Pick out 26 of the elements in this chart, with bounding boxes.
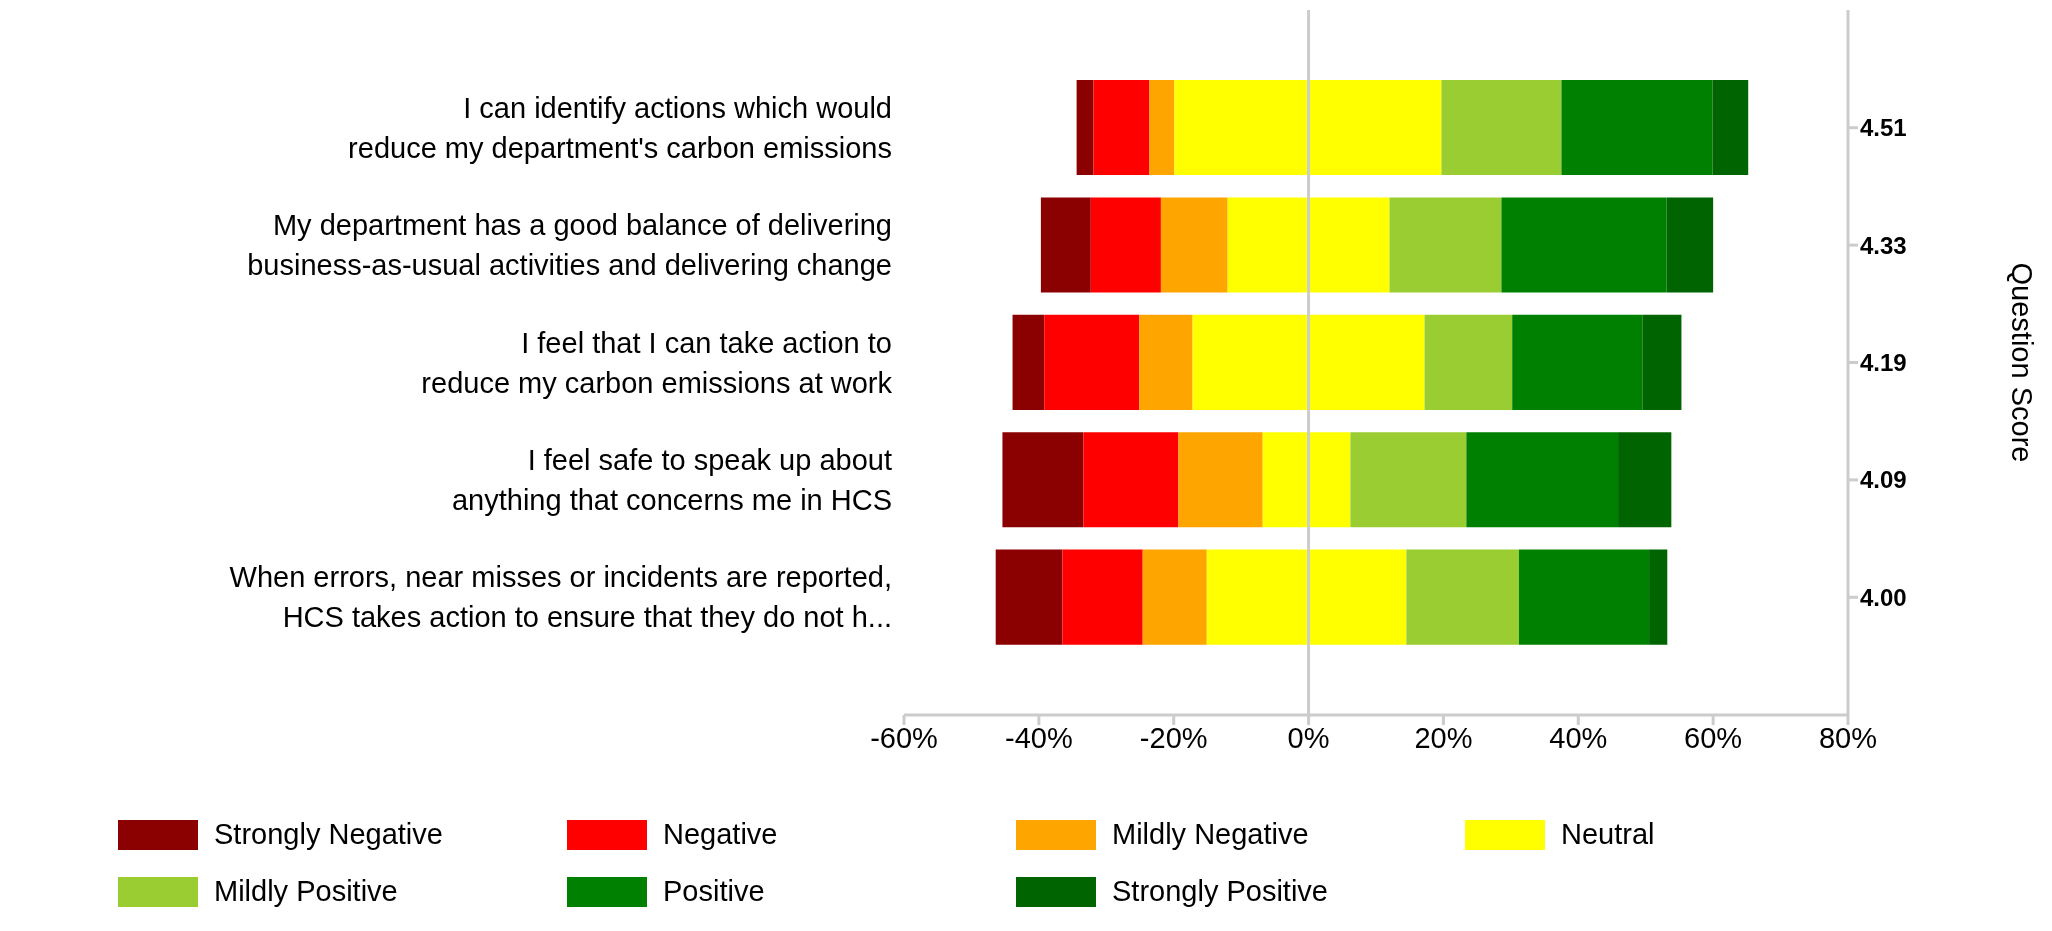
legend-label: Strongly Negative (214, 818, 443, 851)
legend-label: Mildly Negative (1112, 818, 1309, 851)
x-tick-label: 0% (1287, 721, 1330, 754)
legend-label: Mildly Positive (214, 875, 398, 908)
x-tick-label: 20% (1414, 721, 1473, 754)
y-tick-label: I can identify actions which would reduce my department's carbon emissions (348, 91, 892, 164)
x-tick-label: -40% (1005, 721, 1073, 754)
x-tick-label: -20% (1139, 721, 1208, 754)
x-tick-label: 80% (1818, 721, 1878, 754)
legend-label: Negative (663, 818, 778, 851)
y2-tick-label: 4.00 (1860, 583, 1907, 611)
y-tick-label: I feel safe to speak up about anything that concerns me in HCS (451, 443, 892, 516)
x-tick-label: 40% (1549, 721, 1608, 754)
y-tick-label: When errors, near misses or incidents are reported, HCS takes action to ensure that they do not h... (229, 561, 892, 634)
x-tick-label: -60% (870, 721, 938, 754)
y2-axis-title: Question Score (2006, 262, 2038, 463)
y2-tick-label: 4.19 (1860, 349, 1907, 377)
y2-tick-label: 4.51 (1860, 114, 1907, 142)
y-tick-label: I feel that I can take action to reduce my carbon emissions at work (421, 326, 893, 399)
legend-label: Positive (663, 875, 765, 908)
legend-label: Neutral (1561, 818, 1655, 851)
legend-label: Strongly Positive (1112, 875, 1328, 908)
y-tick-label: My department has a good balance of delivering business-as-usual activities and delivering change (247, 209, 892, 282)
y2-tick-label: 4.33 (1860, 231, 1907, 259)
y2-tick-label: 4.09 (1860, 466, 1907, 494)
x-tick-label: 60% (1684, 721, 1743, 754)
